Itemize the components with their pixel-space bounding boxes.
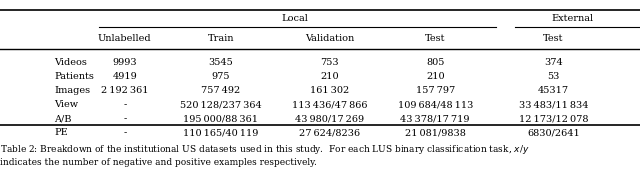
Text: Videos: Videos xyxy=(54,58,87,67)
Text: 195 000/88 361: 195 000/88 361 xyxy=(183,114,259,123)
Text: 110 165/40 119: 110 165/40 119 xyxy=(183,128,259,137)
Text: 43 980/17 269: 43 980/17 269 xyxy=(295,114,364,123)
Text: 12 173/12 078: 12 173/12 078 xyxy=(519,114,588,123)
Text: External: External xyxy=(552,14,594,23)
Text: 2 192 361: 2 192 361 xyxy=(101,86,148,95)
Text: Images: Images xyxy=(54,86,90,95)
Text: Patients: Patients xyxy=(54,72,94,81)
Text: 3545: 3545 xyxy=(209,58,233,67)
Text: Test: Test xyxy=(425,34,445,43)
Text: 109 684/48 113: 109 684/48 113 xyxy=(397,100,473,109)
Text: Validation: Validation xyxy=(305,34,354,43)
Text: 4919: 4919 xyxy=(113,72,137,81)
Text: -: - xyxy=(123,100,127,109)
Text: Unlabelled: Unlabelled xyxy=(98,34,152,43)
Text: -: - xyxy=(123,114,127,123)
Text: 53: 53 xyxy=(547,72,560,81)
Text: 753: 753 xyxy=(320,58,339,67)
Text: -: - xyxy=(123,128,127,137)
Text: 9993: 9993 xyxy=(113,58,137,67)
Text: 975: 975 xyxy=(212,72,230,81)
Text: 21 081/9838: 21 081/9838 xyxy=(404,128,466,137)
Text: Table 2: Breakdown of the institutional US datasets used in this study.  For eac: Table 2: Breakdown of the institutional … xyxy=(0,143,529,167)
Text: 210: 210 xyxy=(426,72,445,81)
Text: 6830/2641: 6830/2641 xyxy=(527,128,580,137)
Text: 33 483/11 834: 33 483/11 834 xyxy=(519,100,588,109)
Text: 27 624/8236: 27 624/8236 xyxy=(299,128,360,137)
Text: PE: PE xyxy=(54,128,68,137)
Text: 210: 210 xyxy=(320,72,339,81)
Text: Local: Local xyxy=(281,14,308,23)
Text: 805: 805 xyxy=(426,58,444,67)
Text: 374: 374 xyxy=(544,58,563,67)
Text: 520 128/237 364: 520 128/237 364 xyxy=(180,100,262,109)
Text: 757 492: 757 492 xyxy=(201,86,241,95)
Text: 161 302: 161 302 xyxy=(310,86,349,95)
Text: Train: Train xyxy=(207,34,234,43)
Text: 157 797: 157 797 xyxy=(415,86,455,95)
Text: 43 378/17 719: 43 378/17 719 xyxy=(401,114,470,123)
Text: 113 436/47 866: 113 436/47 866 xyxy=(292,100,367,109)
Text: A/B: A/B xyxy=(54,114,72,123)
Text: 45317: 45317 xyxy=(538,86,569,95)
Text: View: View xyxy=(54,100,79,109)
Text: Test: Test xyxy=(543,34,564,43)
